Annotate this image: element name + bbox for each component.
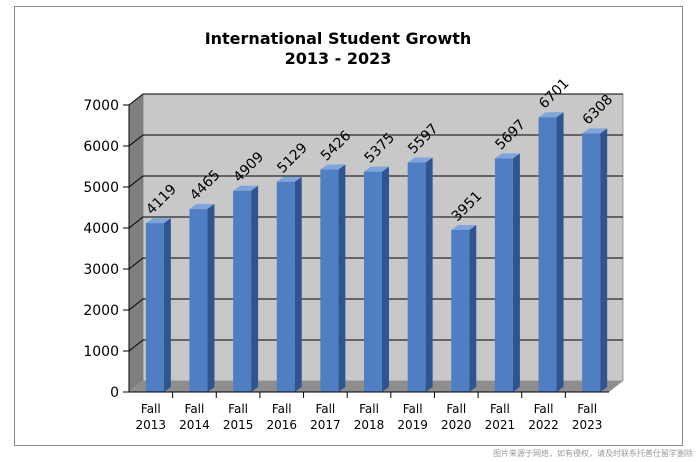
y-tick-label: 6000 xyxy=(83,139,119,155)
bar xyxy=(364,166,389,392)
x-category-label: 2020 xyxy=(441,418,472,432)
bar-top xyxy=(320,164,346,170)
bar-top xyxy=(233,185,259,191)
x-category-label: 2021 xyxy=(485,418,516,432)
bar-side xyxy=(294,176,302,392)
x-category-label: 2014 xyxy=(179,418,210,432)
bar-front xyxy=(233,190,252,392)
x-category-label: 2017 xyxy=(310,418,341,432)
x-category-label: 2022 xyxy=(528,418,559,432)
bar-front xyxy=(364,171,382,392)
bar-chart: International Student Growth 2013 - 2023… xyxy=(83,29,624,432)
x-category-label: Fall xyxy=(490,402,510,416)
bar-side xyxy=(556,112,564,392)
y-tick-label: 3000 xyxy=(83,262,119,278)
bar xyxy=(189,203,215,392)
x-category-label: 2015 xyxy=(223,418,254,432)
bar-top xyxy=(276,176,302,182)
bar xyxy=(538,112,564,392)
bar-side xyxy=(251,185,259,392)
x-category-label: Fall xyxy=(577,402,597,416)
x-category-label: Fall xyxy=(446,402,466,416)
x-category-label: Fall xyxy=(403,402,423,416)
x-category-label: Fall xyxy=(315,402,335,416)
bar-top xyxy=(145,218,171,224)
x-category-label: Fall xyxy=(228,402,248,416)
gridline xyxy=(128,93,623,106)
x-axis-categories: Fall 2013 Fall 2014 Fall 2015 Fall 2016 Fall 2017… xyxy=(129,391,609,432)
watermark-text: 图片来源于网络，如有侵权，请及时联系托普仕留学删除 xyxy=(493,449,693,458)
bar-front xyxy=(451,230,470,392)
bar-side xyxy=(382,166,389,392)
chart-title: International Student Growth xyxy=(205,29,472,48)
bar-front xyxy=(189,208,208,392)
x-category-label: Fall xyxy=(359,402,379,416)
bar-side xyxy=(425,157,433,392)
gridline xyxy=(128,216,623,229)
bar xyxy=(582,128,608,392)
bar-front xyxy=(145,223,164,392)
bar xyxy=(494,153,520,392)
bar-front xyxy=(276,181,295,392)
bar xyxy=(407,157,433,392)
bar-top xyxy=(582,128,608,134)
x-category-label: Fall xyxy=(185,402,205,416)
bar-side xyxy=(600,128,608,392)
bar-top xyxy=(364,166,389,172)
bar-side xyxy=(163,218,171,392)
bar-side xyxy=(338,164,346,392)
bar xyxy=(145,218,171,392)
x-category-label: 2023 xyxy=(572,418,603,432)
bar-side xyxy=(512,153,520,392)
bar-top xyxy=(451,225,477,231)
bar xyxy=(451,225,477,392)
y-tick-label: 1000 xyxy=(83,344,119,360)
side-wall xyxy=(129,94,143,392)
bar-top xyxy=(189,203,215,209)
gridline xyxy=(128,134,623,147)
y-tick-label: 7000 xyxy=(83,98,119,114)
y-tick-label: 4000 xyxy=(83,221,119,237)
x-category-label: Fall xyxy=(272,402,292,416)
y-tick-label: 2000 xyxy=(83,303,119,319)
gridline xyxy=(128,175,623,188)
x-category-label: Fall xyxy=(534,402,554,416)
bar-top xyxy=(407,157,433,163)
y-axis-ticks: 0 1000 2000 3000 4000 5000 6000 7000 xyxy=(83,98,130,401)
bar-top xyxy=(538,112,564,118)
bar-front xyxy=(538,117,557,392)
bar-front xyxy=(494,158,513,392)
bar xyxy=(276,176,302,392)
bar-top xyxy=(494,153,520,159)
x-category-label: 2018 xyxy=(354,418,385,432)
x-category-label: 2016 xyxy=(266,418,297,432)
x-category-label: Fall xyxy=(141,402,161,416)
x-category-label: 2019 xyxy=(397,418,428,432)
x-category-label: 2013 xyxy=(136,418,167,432)
y-tick-label: 5000 xyxy=(83,180,119,196)
bar-side xyxy=(469,225,477,392)
chart-subtitle: 2013 - 2023 xyxy=(285,49,392,68)
bar-front xyxy=(582,133,601,392)
y-tick-label: 0 xyxy=(110,385,119,401)
bar xyxy=(233,185,259,392)
chart-frame: International Student Growth 2013 - 2023… xyxy=(14,6,683,446)
bar-front xyxy=(407,162,426,392)
bar-front xyxy=(320,169,339,392)
bar-side xyxy=(207,203,215,392)
bar-series xyxy=(145,112,608,392)
bar xyxy=(320,164,346,392)
